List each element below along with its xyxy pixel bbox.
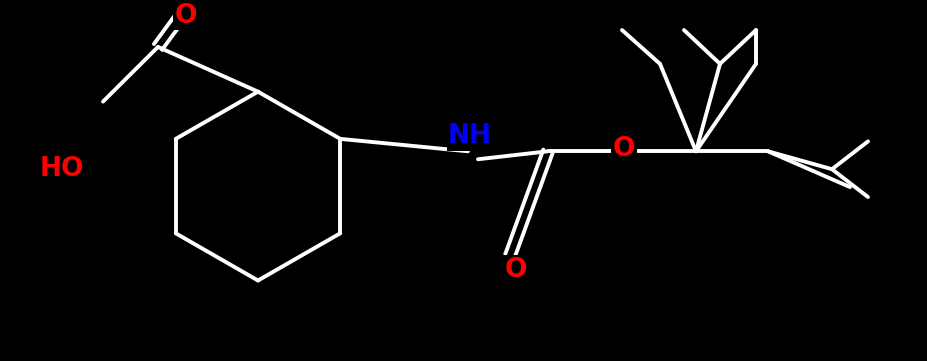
Text: NH: NH	[448, 123, 491, 149]
Text: O: O	[612, 136, 635, 162]
Text: O: O	[174, 3, 197, 29]
Text: HO: HO	[40, 156, 84, 182]
Text: O: O	[504, 257, 527, 283]
